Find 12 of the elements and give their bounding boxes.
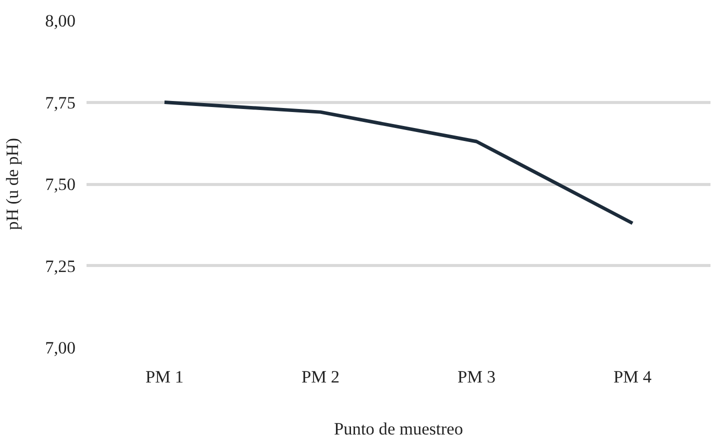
y-tick-label: 7,00 [45,338,76,358]
x-tick-label: PM 1 [145,368,184,386]
y-axis-title: pH (u de pH) [3,138,22,230]
y-tick-label: 7,50 [45,175,76,194]
y-tick-label: 7,25 [45,256,76,276]
x-tick-label: PM 2 [301,368,340,386]
x-tick-label: PM 4 [613,368,652,386]
y-tick-label: 7,75 [45,93,76,112]
x-axis-title: Punto de muestreo [334,420,463,438]
line-series [162,100,634,225]
y-tick-label: 8,00 [45,12,76,30]
x-tick-label: PM 3 [457,368,496,386]
